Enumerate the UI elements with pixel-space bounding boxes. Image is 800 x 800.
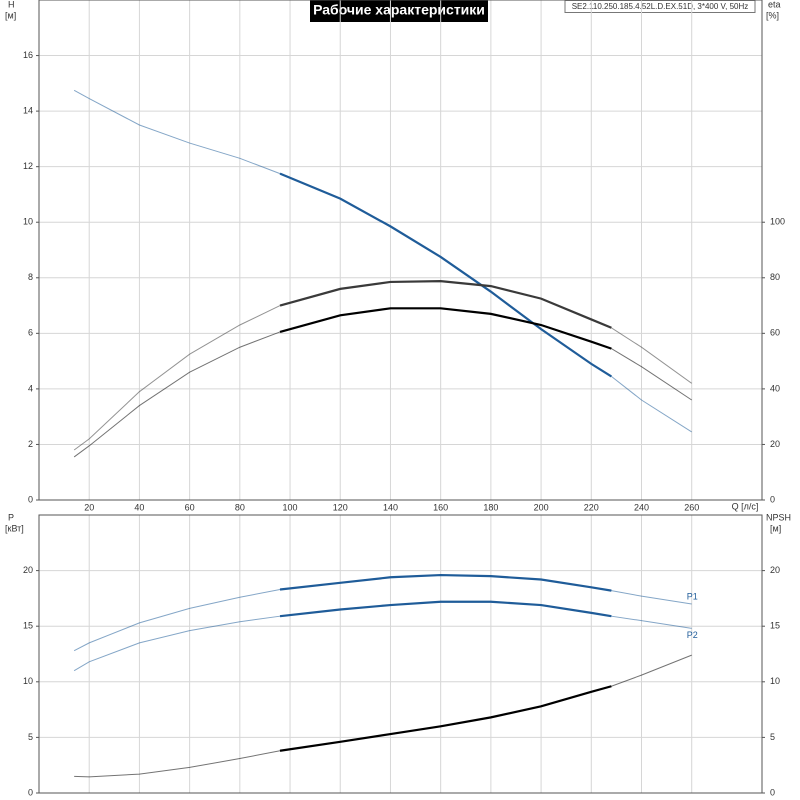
y-tick-label: 5 bbox=[28, 732, 33, 742]
y-axis-title: P bbox=[8, 512, 14, 522]
title-box bbox=[310, 0, 488, 22]
y2-tick-label: 60 bbox=[770, 328, 780, 338]
y-tick-label: 8 bbox=[28, 272, 33, 282]
y-tick-label: 0 bbox=[28, 494, 33, 504]
curve-duty bbox=[279, 685, 612, 752]
curve-label: P2 bbox=[687, 630, 698, 640]
y2-axis-unit: [%] bbox=[766, 10, 779, 20]
y2-tick-label: 0 bbox=[770, 787, 775, 797]
curve-duty bbox=[279, 307, 612, 350]
curve-duty bbox=[279, 280, 612, 329]
chart-title: Рабочие характеристики bbox=[313, 2, 485, 18]
x-tick-label: 40 bbox=[134, 502, 144, 512]
x-axis-title: Q [л/с] bbox=[732, 501, 759, 511]
x-tick-label: 80 bbox=[235, 502, 245, 512]
y2-tick-label: 20 bbox=[770, 439, 780, 449]
y2-tick-label: 100 bbox=[770, 217, 785, 227]
model-label: SE2.110.250.185.4.52L.D.EX.51D, 3*400 V,… bbox=[572, 2, 749, 11]
y2-tick-label: 40 bbox=[770, 383, 780, 393]
x-tick-label: 240 bbox=[634, 502, 649, 512]
x-tick-label: 180 bbox=[483, 502, 498, 512]
x-tick-label: 100 bbox=[283, 502, 298, 512]
y-tick-label: 14 bbox=[23, 105, 33, 115]
plot-frame bbox=[38, 514, 763, 794]
y-tick-label: 10 bbox=[23, 217, 33, 227]
y2-axis-title: NPSH bbox=[766, 512, 791, 522]
x-tick-label: 260 bbox=[684, 502, 699, 512]
y-tick-label: 4 bbox=[28, 383, 33, 393]
y-tick-label: 12 bbox=[23, 161, 33, 171]
y-tick-label: 15 bbox=[23, 621, 33, 631]
y-tick-label: 0 bbox=[28, 787, 33, 797]
curve-label: P1 bbox=[687, 591, 698, 601]
y-axis-unit: [кВт] bbox=[5, 523, 24, 533]
plot-frame bbox=[38, 0, 763, 501]
y2-axis-unit: [м] bbox=[770, 523, 781, 533]
x-tick-label: 20 bbox=[84, 502, 94, 512]
curve-duty bbox=[279, 172, 612, 378]
y-tick-label: 2 bbox=[28, 439, 33, 449]
y-tick-label: 6 bbox=[28, 328, 33, 338]
y2-tick-label: 20 bbox=[770, 565, 780, 575]
y2-tick-label: 5 bbox=[770, 732, 775, 742]
x-tick-label: 120 bbox=[333, 502, 348, 512]
y2-axis-title: eta bbox=[768, 0, 781, 9]
y-axis-title: H bbox=[8, 0, 15, 9]
x-tick-label: 160 bbox=[433, 502, 448, 512]
y-axis-unit: [м] bbox=[5, 10, 16, 20]
x-tick-label: 60 bbox=[185, 502, 195, 512]
y2-tick-label: 10 bbox=[770, 676, 780, 686]
x-tick-label: 140 bbox=[383, 502, 398, 512]
curve-duty bbox=[279, 600, 612, 618]
x-tick-label: 200 bbox=[534, 502, 549, 512]
y-tick-label: 20 bbox=[23, 565, 33, 575]
y2-tick-label: 0 bbox=[770, 494, 775, 504]
y2-tick-label: 80 bbox=[770, 272, 780, 282]
x-tick-label: 220 bbox=[584, 502, 599, 512]
curve-duty bbox=[279, 573, 612, 592]
y-tick-label: 16 bbox=[23, 50, 33, 60]
y2-tick-label: 15 bbox=[770, 621, 780, 631]
y-tick-label: 10 bbox=[23, 676, 33, 686]
